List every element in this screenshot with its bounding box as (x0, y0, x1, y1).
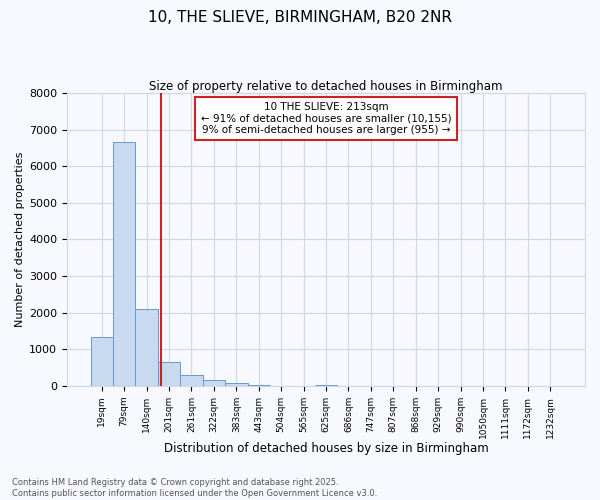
Bar (113, 142, 136, 386)
Text: 10 THE SLIEVE: 213sqm
← 91% of detached houses are smaller (10,155)
9% of semi-d: 10 THE SLIEVE: 213sqm ← 91% of detached … (200, 102, 451, 135)
Title: Size of property relative to detached houses in Birmingham: Size of property relative to detached ho… (149, 80, 503, 93)
Y-axis label: Number of detached properties: Number of detached properties (15, 152, 25, 327)
Bar (158, 362, 180, 386)
X-axis label: Distribution of detached houses by size in Birmingham: Distribution of detached houses by size … (164, 442, 488, 455)
Bar (180, 375, 203, 386)
Bar (136, 309, 158, 386)
Text: Contains HM Land Registry data © Crown copyright and database right 2025.
Contai: Contains HM Land Registry data © Crown c… (12, 478, 377, 498)
Bar (91, 336, 113, 386)
Bar (225, 383, 248, 386)
Bar (203, 380, 225, 386)
Bar (248, 385, 270, 386)
Text: 10, THE SLIEVE, BIRMINGHAM, B20 2NR: 10, THE SLIEVE, BIRMINGHAM, B20 2NR (148, 10, 452, 25)
Bar (315, 385, 337, 386)
